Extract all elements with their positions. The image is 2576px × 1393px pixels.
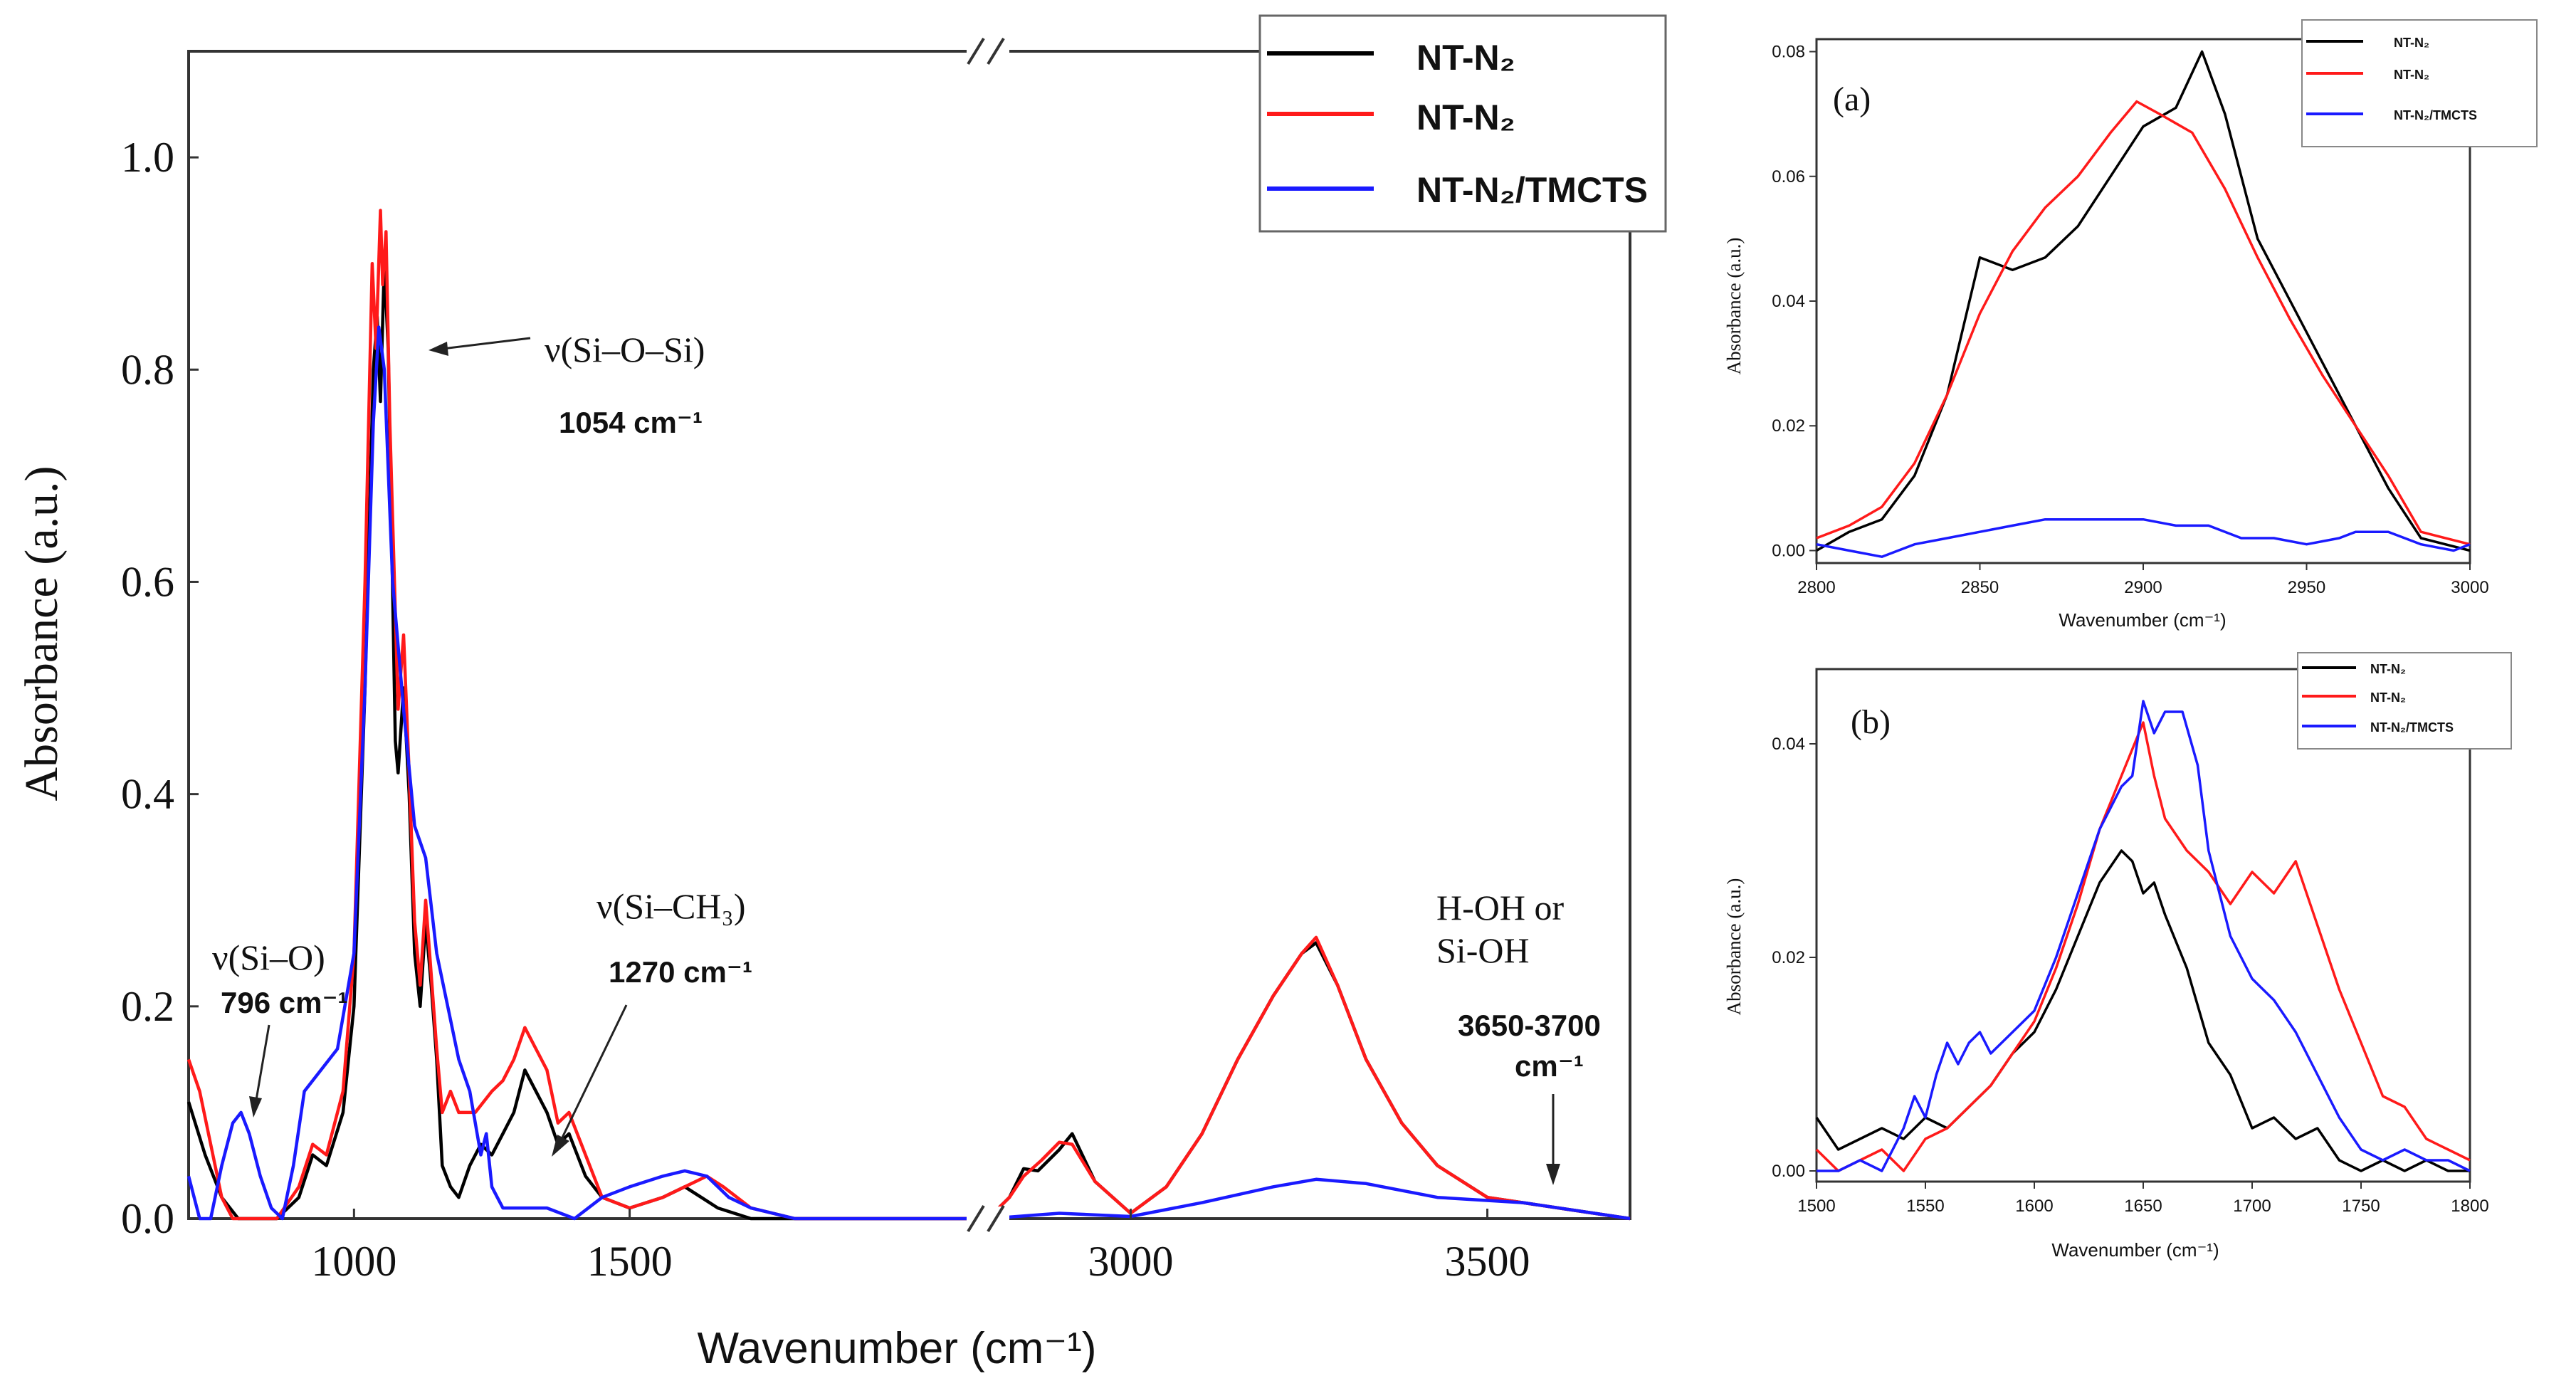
inset-a-y-tick-label: 0.06 xyxy=(1772,167,1805,186)
annotation-si-o-si-arrow xyxy=(442,337,531,350)
inset-b-series-2-line xyxy=(1815,721,2471,1172)
inset-a-legend: NT-N₂ NT-N₂ NT-N₂/TMCTS xyxy=(2301,19,2538,147)
inset-a-x-tick-label: 2850 xyxy=(1961,578,1999,597)
inset-a-legend-label-3: NT-N₂/TMCTS xyxy=(2394,108,2477,122)
annotation-si-o: ν(Si–O) 796 cm⁻¹ xyxy=(212,937,348,1118)
inset-a-series-3-line xyxy=(1816,517,2471,558)
inset-a-x-tick-label: 3000 xyxy=(2451,578,2488,597)
main-y-tick-label: 0.0 xyxy=(121,1195,174,1242)
inset-b-x-tick-label: 1650 xyxy=(2124,1197,2162,1216)
annotation-si-ch3-arrow xyxy=(561,1004,628,1138)
main-legend: NT-N₂ NT-N₂ NT-N₂/TMCTS xyxy=(1258,14,1667,233)
main-legend-label-3: NT-N₂/TMCTS xyxy=(1416,170,1648,210)
inset-b-series-1-line xyxy=(1815,849,2470,1172)
annotation-h-oh-value: 3650-3700 xyxy=(1458,1009,1601,1042)
annotation-si-o-si-value: 1054 cm⁻¹ xyxy=(559,406,703,439)
inset-b-x-tick-label: 1600 xyxy=(2015,1197,2053,1216)
inset-b-legend: NT-N₂ NT-N₂ NT-N₂/TMCTS xyxy=(2297,652,2512,750)
inset-a-x-tick-label: 2900 xyxy=(2124,578,2162,597)
main-x-axis-label: Wavenumber (cm⁻¹) xyxy=(698,1324,1097,1373)
inset-b-legend-label-2: NT-N₂ xyxy=(2370,690,2406,705)
inset-b-x-tick-label: 1500 xyxy=(1797,1197,1835,1216)
annotation-si-o-label: ν(Si–O) xyxy=(212,937,325,977)
main-y-tick-label: 0.2 xyxy=(121,983,174,1030)
inset-b-x-tick-label: 1550 xyxy=(1906,1197,1944,1216)
inset-b-y-tick-label: 0.04 xyxy=(1772,735,1805,754)
main-x-tick-label: 3500 xyxy=(1445,1238,1530,1285)
annotation-si-o-arrow xyxy=(255,1024,270,1100)
main-y-tick-label: 1.0 xyxy=(121,134,174,181)
inset-b-x-tick-label: 1700 xyxy=(2233,1197,2271,1216)
inset-a-x-axis-label: Wavenumber (cm⁻¹) xyxy=(2059,609,2226,631)
inset-a-x-tick-label: 2950 xyxy=(2288,578,2325,597)
main-y-tick-label: 0.4 xyxy=(121,771,174,818)
inset-a-series-1-line xyxy=(1816,50,2471,552)
inset-b-legend-label-1: NT-N₂ xyxy=(2370,662,2406,676)
annotation-si-ch3: ν(Si–CH₃) 1270 cm⁻¹ xyxy=(552,886,752,1157)
inset-a-y-tick-label: 0.02 xyxy=(1772,416,1805,436)
inset-a-y-tick-label: 0.00 xyxy=(1772,541,1805,560)
annotation-si-ch3-label: ν(Si–CH₃) xyxy=(596,886,746,926)
inset-b-y-tick-label: 0.02 xyxy=(1772,948,1805,967)
annotation-si-ch3-value: 1270 cm⁻¹ xyxy=(609,955,752,989)
annotation-h-oh-arrowhead xyxy=(1546,1164,1560,1185)
inset-b-panel-label: (b) xyxy=(1851,703,1891,741)
annotation-si-o-arrowhead xyxy=(249,1096,262,1118)
annotation-h-oh-label-2: Si-OH xyxy=(1436,930,1530,970)
main-y-axis-label: Absorbance (a.u.) xyxy=(16,466,68,801)
inset-b-x-tick-label: 1750 xyxy=(2342,1197,2380,1216)
inset-b-y-tick-label: 0.00 xyxy=(1772,1162,1805,1181)
main-series-3-line-right xyxy=(987,1177,1631,1221)
inset-b-chart: 1500 1550 1600 1650 1700 1750 1800 0.00 0.02 0.0… xyxy=(1723,652,2512,1261)
annotation-h-oh: H-OH or Si-OH 3650-3700 cm⁻¹ xyxy=(1436,888,1601,1185)
inset-a-y-tick-label: 0.08 xyxy=(1772,43,1805,62)
main-y-tick-label: 0.6 xyxy=(121,558,174,605)
main-legend-label-2: NT-N₂ xyxy=(1416,98,1515,137)
inset-b-series-3-line xyxy=(1817,700,2471,1172)
annotation-si-ch3-arrowhead xyxy=(552,1135,569,1157)
annotation-si-o-value: 796 cm⁻¹ xyxy=(221,986,348,1019)
inset-a-series-2-line xyxy=(1816,100,2471,546)
inset-a-legend-label-2: NT-N₂ xyxy=(2394,68,2429,82)
main-y-tick-label: 0.8 xyxy=(121,346,174,393)
inset-a-y-axis-label: Absorbance (a.u.) xyxy=(1723,238,1745,375)
main-series-3-line-left xyxy=(186,325,988,1221)
axis-break-bottom xyxy=(967,1204,1009,1233)
inset-a-panel-label: (a) xyxy=(1833,80,1871,118)
inset-a-chart: 2800 2850 2900 2950 3000 0.00 0.02 0.04 0.06 0.0… xyxy=(1723,19,2538,631)
inset-b-legend-label-3: NT-N₂/TMCTS xyxy=(2370,720,2454,735)
inset-b-y-axis-label: Absorbance (a.u.) xyxy=(1723,878,1745,1016)
inset-b-x-axis-label: Wavenumber (cm⁻¹) xyxy=(2051,1239,2219,1261)
annotation-si-o-si: ν(Si–O–Si) 1054 cm⁻¹ xyxy=(429,330,705,439)
main-chart: 1000 1500 3000 3500 0.0 0.2 0.4 0.6 0.8 1.0 Wave… xyxy=(16,14,1667,1373)
inset-a-y-tick-label: 0.04 xyxy=(1772,292,1805,311)
main-series-2-line-right xyxy=(987,935,1631,1221)
main-x-tick-label: 1500 xyxy=(587,1238,673,1285)
inset-a-x-tick-label: 2800 xyxy=(1797,578,1835,597)
annotation-h-oh-label: H-OH or xyxy=(1436,888,1564,927)
main-x-tick-label: 3000 xyxy=(1088,1238,1173,1285)
main-legend-label-1: NT-N₂ xyxy=(1416,38,1515,78)
annotation-si-o-si-arrowhead xyxy=(429,342,448,356)
inset-a-legend-label-1: NT-N₂ xyxy=(2394,36,2429,50)
annotation-h-oh-value-2: cm⁻¹ xyxy=(1515,1049,1584,1083)
inset-b-x-tick-label: 1800 xyxy=(2451,1197,2488,1216)
annotation-si-o-si-label: ν(Si–O–Si) xyxy=(545,330,705,369)
main-series-2-line-left xyxy=(186,209,988,1221)
axis-break-top xyxy=(967,37,1009,65)
main-x-tick-label: 1000 xyxy=(311,1238,396,1285)
